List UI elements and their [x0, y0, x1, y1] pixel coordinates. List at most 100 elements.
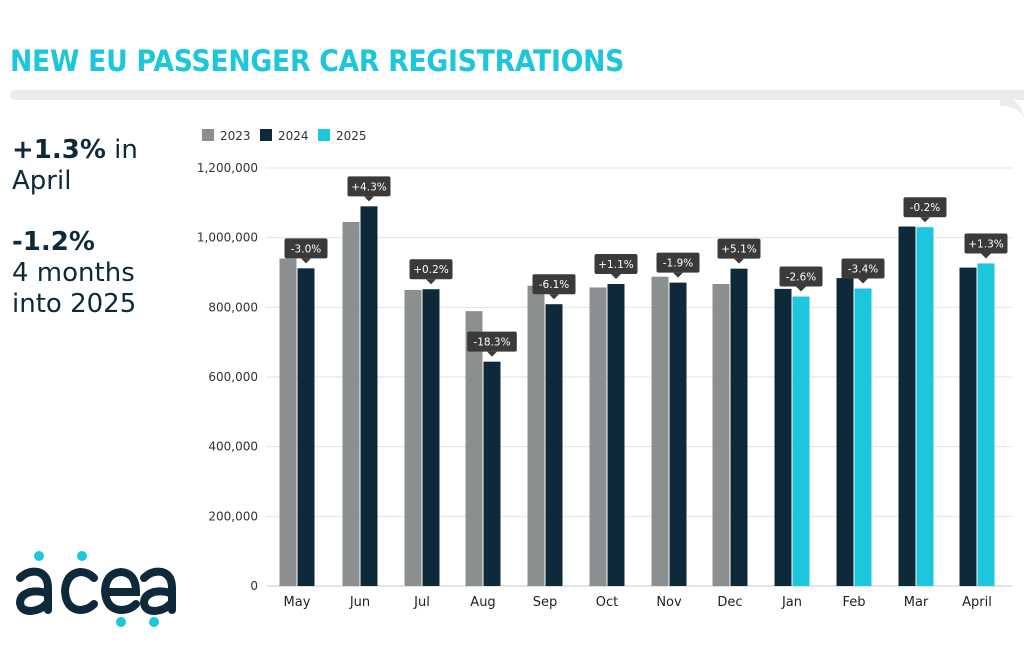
- title-underline-corner: [1000, 96, 1024, 124]
- y-tick-label: 400,000: [208, 440, 258, 454]
- bar-mar-2024: [898, 226, 916, 586]
- x-tick-label: Nov: [656, 595, 682, 610]
- change-bubble-pointer: [426, 279, 436, 285]
- change-bubble: [841, 258, 885, 279]
- bar-dec-2023: [712, 283, 730, 586]
- ytd-change-label-1: 4 months: [12, 258, 135, 288]
- change-label: +5.1%: [721, 244, 756, 256]
- april-change-suffix: in: [105, 135, 138, 165]
- title-underline: [10, 90, 1024, 100]
- change-bubble-pointer: [301, 258, 311, 264]
- change-bubble-pointer: [673, 272, 683, 278]
- change-bubble: [532, 274, 576, 295]
- bar-sep-2024: [545, 304, 563, 586]
- change-label: -2.6%: [786, 272, 816, 284]
- april-change-label: April: [12, 166, 72, 196]
- x-tick-label: May: [284, 595, 311, 610]
- bar-jan-2025: [792, 296, 810, 586]
- april-change-line1: +1.3% in: [12, 135, 138, 166]
- legend-label-2023: 2023: [220, 129, 251, 143]
- change-bubble-pointer: [549, 294, 559, 300]
- change-bubble: [717, 238, 761, 259]
- change-label: -6.1%: [539, 279, 569, 291]
- bar-may-2023: [279, 258, 297, 586]
- change-bubble-pointer: [796, 286, 806, 292]
- change-bubble: [903, 197, 947, 218]
- x-tick-label: Mar: [904, 595, 929, 610]
- legend-label-2024: 2024: [278, 129, 309, 143]
- change-label: +4.3%: [351, 181, 386, 193]
- change-label: +1.3%: [968, 238, 1003, 250]
- y-tick-label: 1,200,000: [197, 161, 258, 175]
- change-bubble-pointer: [364, 196, 374, 202]
- ytd-change-line1: -1.2%: [12, 227, 136, 258]
- bar-nov-2024: [669, 282, 687, 586]
- bar-sep-2023: [527, 285, 545, 586]
- x-tick-label: Aug: [470, 595, 495, 610]
- change-bubble: [347, 176, 391, 197]
- bar-dec-2024: [730, 268, 748, 586]
- x-tick-label: Sep: [533, 595, 558, 610]
- change-bubble: [594, 253, 638, 274]
- change-bubble-pointer: [734, 258, 744, 264]
- bar-oct-2024: [607, 283, 625, 586]
- x-tick-label: Dec: [717, 595, 742, 610]
- y-tick-label: 200,000: [208, 509, 258, 523]
- bar-aug-2024: [483, 361, 501, 586]
- y-tick-label: 0: [250, 579, 258, 593]
- bar-april-2024: [959, 267, 977, 586]
- bar-jan-2024: [774, 288, 792, 586]
- bar-may-2024: [297, 268, 315, 586]
- ytd-change-label-2: into 2025: [12, 289, 137, 319]
- change-label: -18.3%: [473, 337, 510, 349]
- change-label: -3.4%: [848, 264, 878, 276]
- acea-logo: [15, 551, 176, 627]
- april-change-value: +1.3%: [12, 135, 106, 165]
- legend-label-2025: 2025: [336, 129, 367, 143]
- change-label: -1.9%: [663, 258, 693, 270]
- change-label: +0.2%: [413, 264, 448, 276]
- change-bubble: [656, 252, 700, 273]
- bar-jun-2024: [360, 206, 378, 587]
- bar-jun-2023: [342, 221, 360, 586]
- change-bubble: [964, 233, 1008, 254]
- x-tick-label: Jul: [413, 595, 430, 610]
- change-bubble: [779, 266, 823, 287]
- y-tick-label: 1,000,000: [197, 231, 258, 245]
- bar-feb-2024: [836, 278, 854, 586]
- change-bubble-pointer: [858, 278, 868, 284]
- x-tick-label: April: [962, 595, 992, 610]
- bar-nov-2023: [651, 276, 669, 586]
- y-tick-label: 800,000: [208, 300, 258, 314]
- april-change-stat: +1.3% in April: [12, 135, 138, 197]
- bar-aug-2023: [465, 311, 483, 586]
- bar-april-2025: [977, 263, 995, 586]
- x-tick-label: Feb: [842, 595, 865, 610]
- change-bubble: [409, 259, 453, 280]
- change-bubble-pointer: [611, 273, 621, 279]
- x-tick-label: Jan: [781, 595, 802, 610]
- legend-swatch-2023: [202, 129, 214, 141]
- change-bubble: [284, 238, 328, 259]
- change-bubble: [467, 331, 517, 352]
- ytd-change-value: -1.2%: [12, 227, 95, 257]
- change-label: -0.2%: [910, 202, 940, 214]
- change-bubble-pointer: [487, 351, 497, 357]
- page-title: NEW EU PASSENGER CAR REGISTRATIONS: [10, 44, 625, 78]
- bar-jul-2023: [404, 289, 422, 586]
- x-tick-label: Jun: [349, 595, 370, 610]
- legend-swatch-2025: [318, 129, 330, 141]
- y-tick-label: 600,000: [208, 370, 258, 384]
- bar-mar-2025: [916, 227, 934, 586]
- bar-feb-2025: [854, 288, 872, 586]
- bar-oct-2023: [589, 287, 607, 586]
- legend-swatch-2024: [260, 129, 272, 141]
- change-bubble-pointer: [920, 217, 930, 223]
- change-label: -3.0%: [291, 243, 321, 255]
- change-bubble-pointer: [981, 253, 991, 259]
- bar-jul-2024: [422, 289, 440, 586]
- ytd-change-stat: -1.2% 4 months into 2025: [12, 227, 136, 320]
- x-tick-label: Oct: [596, 595, 618, 610]
- change-label: +1.1%: [598, 259, 633, 271]
